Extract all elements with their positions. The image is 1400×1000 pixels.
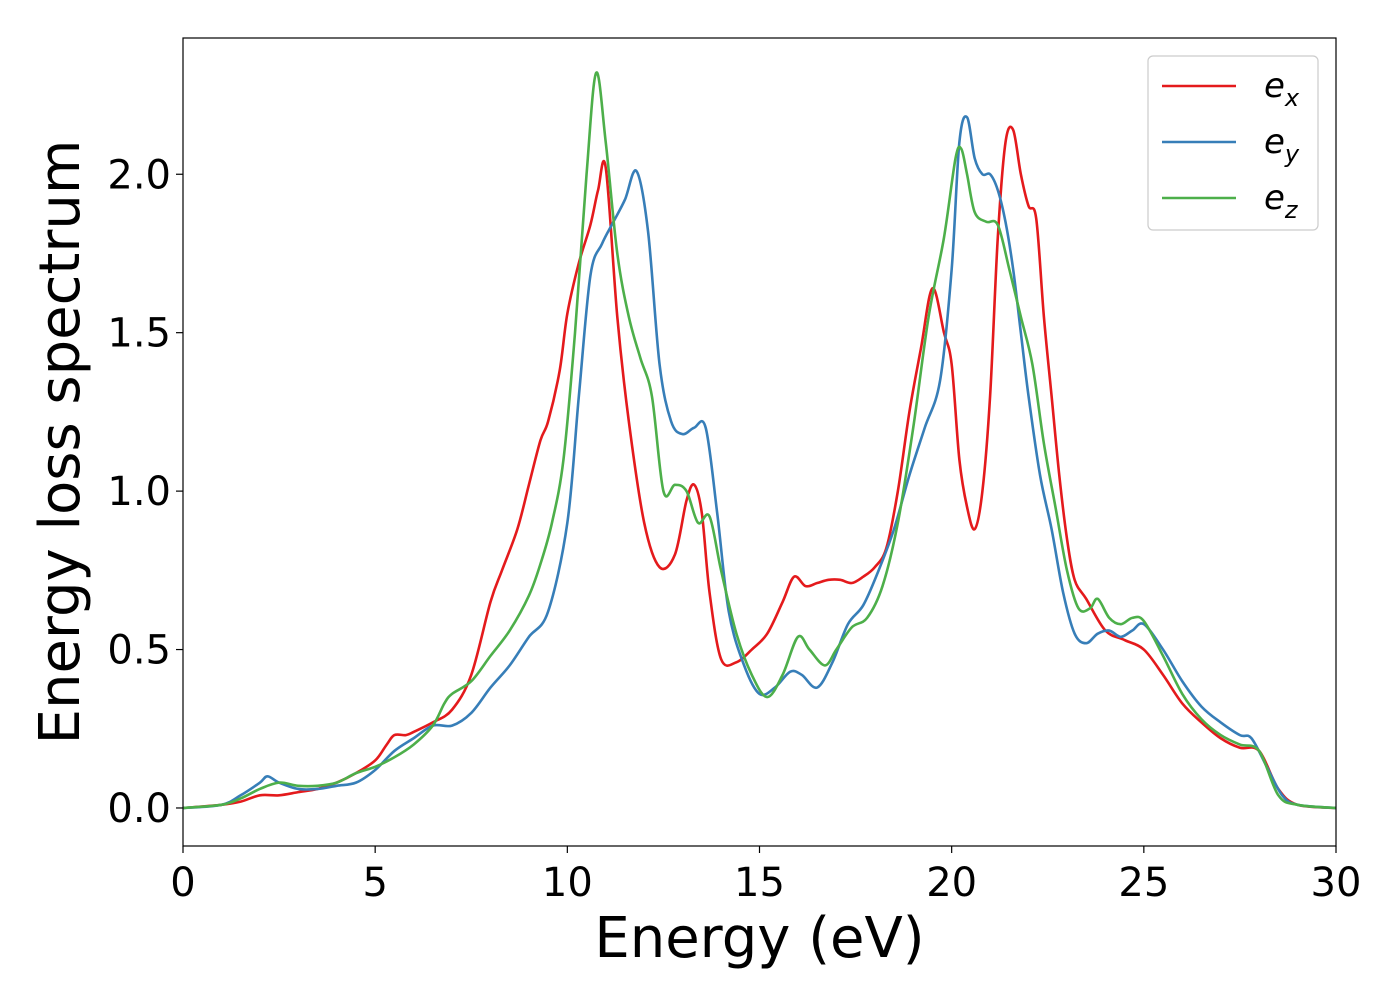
- y-axis-ticks: 0.0 0.5 1.0 1.5 2.0: [107, 152, 183, 832]
- legend-label-subscript: x: [1284, 84, 1300, 112]
- series-line-x: [183, 125, 1336, 810]
- legend-label-base: e: [1264, 66, 1285, 106]
- series-line-y: [183, 115, 1336, 810]
- legend-label-y: ey: [1264, 122, 1300, 168]
- x-tick-label: 25: [1118, 860, 1169, 906]
- x-tick-label: 30: [1311, 860, 1362, 906]
- x-tick-label: 20: [926, 860, 977, 906]
- x-tick-label: 10: [542, 860, 593, 906]
- series-line-z: [183, 71, 1336, 810]
- legend-label-base: e: [1264, 178, 1285, 218]
- series-layer: [183, 71, 1336, 810]
- y-tick-label: 0.5: [107, 628, 171, 674]
- legend-label-x: ex: [1264, 66, 1300, 112]
- x-tick-label: 15: [734, 860, 785, 906]
- y-tick-label: 2.0: [107, 152, 171, 198]
- legend-label-subscript: z: [1284, 196, 1299, 224]
- x-axis-ticks: 0 5 10 15 20 25 30: [170, 846, 1361, 906]
- y-axis-label: Energy loss spectrum: [28, 140, 93, 745]
- x-tick-label: 0: [170, 860, 195, 906]
- y-tick-label: 1.0: [107, 469, 171, 515]
- y-tick-label: 0.0: [107, 786, 171, 832]
- legend-label-subscript: y: [1284, 140, 1300, 168]
- x-tick-label: 5: [362, 860, 387, 906]
- x-axis-label: Energy (eV): [594, 906, 924, 971]
- y-tick-label: 1.5: [107, 311, 171, 357]
- legend-label-base: e: [1264, 122, 1285, 162]
- legend-label-z: ez: [1264, 178, 1299, 224]
